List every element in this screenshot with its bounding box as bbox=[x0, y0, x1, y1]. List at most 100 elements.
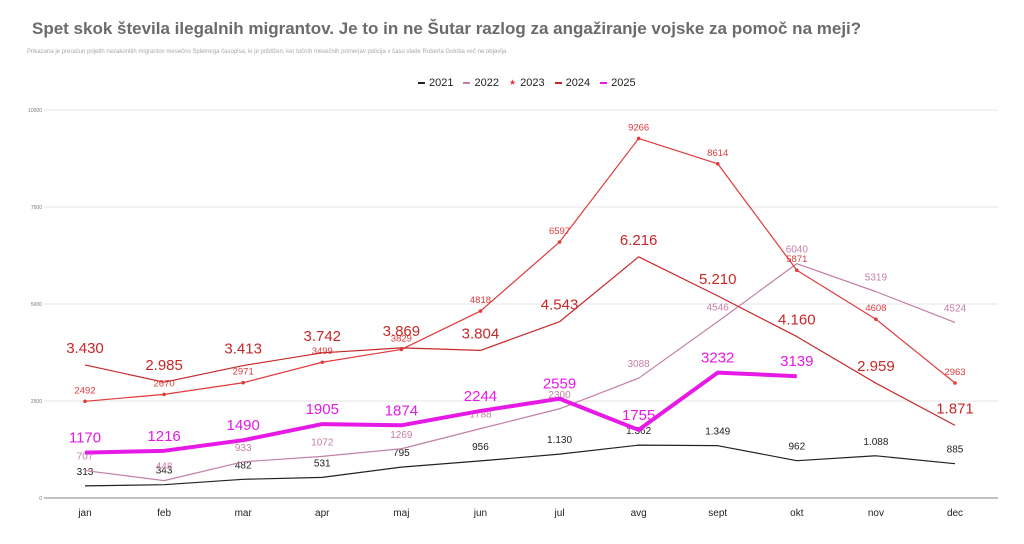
data-label-2024: 1.871 bbox=[936, 400, 974, 417]
data-label-2025: 3139 bbox=[780, 353, 813, 370]
x-tick-label: apr bbox=[315, 508, 330, 519]
chart-subtitle: Prikazana je preračun prijetih nezakonit… bbox=[27, 49, 507, 55]
x-tick-label: jun bbox=[473, 508, 487, 519]
data-label-2024: 3.413 bbox=[224, 341, 262, 358]
legend-swatch-2021 bbox=[418, 82, 425, 84]
data-label-2022: 707 bbox=[77, 452, 94, 463]
data-label-2022: 4524 bbox=[944, 303, 967, 314]
data-label-2025: 1490 bbox=[226, 417, 259, 434]
data-label-2022: 1072 bbox=[311, 437, 334, 448]
data-label-2024: 6.216 bbox=[620, 232, 658, 249]
x-tick-label: avg bbox=[631, 508, 647, 519]
data-label-2022: 4546 bbox=[707, 303, 730, 314]
data-point-2023 bbox=[83, 399, 87, 404]
legend-item-2021[interactable]: 2021 bbox=[418, 77, 453, 89]
data-label-2021: 482 bbox=[235, 460, 252, 471]
legend: 2021 2022 ★ 2023 2024 2025 bbox=[418, 77, 636, 89]
data-label-2023: 3829 bbox=[391, 333, 412, 344]
data-label-2021: 1.130 bbox=[547, 435, 572, 446]
series-line-2022 bbox=[84, 263, 956, 482]
data-label-2023: 6597 bbox=[549, 226, 570, 237]
data-point-2023 bbox=[557, 240, 562, 244]
data-label-2021: 962 bbox=[788, 442, 805, 453]
x-tick-label: mar bbox=[235, 508, 253, 519]
data-label-2024: 3.430 bbox=[66, 340, 104, 357]
x-tick-label: nov bbox=[868, 508, 884, 519]
data-label-2024: 3.742 bbox=[303, 328, 341, 345]
data-label-2023: 2670 bbox=[154, 378, 175, 389]
legend-item-2023[interactable]: ★ 2023 bbox=[509, 77, 545, 89]
data-label-2022: 2300 bbox=[548, 390, 571, 401]
legend-label-2021: 2021 bbox=[429, 77, 454, 89]
y-tick-label: 0 bbox=[39, 496, 42, 502]
data-point-2023 bbox=[162, 392, 166, 397]
y-tick-label: 2500 bbox=[31, 399, 42, 405]
legend-item-2025[interactable]: 2025 bbox=[600, 77, 636, 89]
y-tick-label: 7500 bbox=[31, 205, 42, 211]
x-tick-label: sept bbox=[708, 508, 727, 519]
data-point-2023 bbox=[795, 268, 799, 273]
data-label-2024: 5.210 bbox=[699, 271, 737, 288]
x-tick-label: dec bbox=[947, 508, 963, 519]
legend-item-2022[interactable]: 2022 bbox=[463, 77, 499, 89]
data-point-2023 bbox=[953, 381, 957, 385]
data-point-2023 bbox=[874, 317, 878, 322]
data-label-2025: 1755 bbox=[622, 407, 655, 424]
series-line-2024 bbox=[84, 256, 956, 426]
data-label-2022: 5319 bbox=[865, 273, 888, 284]
legend-label-2025: 2025 bbox=[611, 77, 636, 89]
data-label-2021: 956 bbox=[472, 442, 489, 453]
data-label-2025: 1905 bbox=[306, 401, 339, 418]
chart-title: Spet skok števila ilegalnih migrantov. J… bbox=[32, 19, 862, 38]
legend-swatch-2024 bbox=[554, 82, 562, 84]
y-tick-label: 5000 bbox=[31, 302, 42, 308]
data-label-2024: 4.160 bbox=[778, 312, 816, 329]
data-label-2022: 1269 bbox=[390, 430, 413, 441]
data-label-2025: 2244 bbox=[464, 388, 497, 405]
data-point-2023 bbox=[478, 309, 483, 313]
legend-label-2022: 2022 bbox=[474, 77, 499, 89]
data-label-2021: 1.349 bbox=[705, 427, 730, 438]
series-line-2025 bbox=[84, 370, 797, 455]
data-label-2021: 1.088 bbox=[863, 437, 888, 448]
data-label-2025: 1874 bbox=[385, 402, 418, 419]
data-label-2023: 2492 bbox=[74, 385, 95, 396]
data-label-2023: 3499 bbox=[312, 346, 333, 357]
series-line-2021 bbox=[84, 444, 956, 487]
data-label-2024: 2.959 bbox=[857, 358, 895, 375]
data-label-2022: 1788 bbox=[469, 410, 492, 421]
x-tick-label: jul bbox=[554, 508, 565, 519]
y-tick-label: 10000 bbox=[28, 108, 42, 114]
legend-swatch-2025 bbox=[600, 82, 608, 84]
data-label-2023: 5871 bbox=[786, 254, 807, 265]
data-label-2023: 2971 bbox=[233, 367, 254, 378]
data-point-2023 bbox=[241, 380, 245, 385]
legend-swatch-2022 bbox=[463, 82, 471, 84]
x-tick-label: okt bbox=[790, 508, 804, 519]
data-label-2024: 2.985 bbox=[145, 357, 183, 374]
data-label-2025: 1216 bbox=[147, 428, 180, 445]
legend-label-2024: 2024 bbox=[565, 77, 591, 89]
legend-item-2024[interactable]: 2024 bbox=[554, 77, 591, 89]
data-label-2021: 795 bbox=[393, 448, 410, 459]
data-label-2021: 313 bbox=[77, 467, 94, 478]
data-label-2023: 8614 bbox=[707, 148, 728, 159]
series-line-2023 bbox=[84, 137, 956, 402]
data-label-2021: 531 bbox=[314, 458, 331, 469]
data-label-2024: 3.804 bbox=[462, 325, 500, 342]
legend-label-2023: 2023 bbox=[520, 77, 545, 89]
data-label-2023: 4608 bbox=[865, 303, 886, 314]
data-label-2024: 3.869 bbox=[383, 323, 421, 340]
data-label-2021: 343 bbox=[156, 466, 173, 477]
data-point-2023 bbox=[636, 136, 641, 141]
x-tick-label: feb bbox=[157, 508, 171, 519]
data-label-2022: 933 bbox=[235, 443, 252, 454]
data-label-2025: 2559 bbox=[543, 376, 576, 393]
data-label-2025: 1170 bbox=[69, 430, 101, 447]
data-label-2022: 6040 bbox=[786, 245, 809, 256]
data-label-2023: 4818 bbox=[470, 295, 491, 306]
data-label-2025: 3232 bbox=[701, 350, 734, 367]
data-label-2023: 2963 bbox=[944, 367, 965, 378]
data-label-2024: 4.543 bbox=[541, 297, 579, 314]
